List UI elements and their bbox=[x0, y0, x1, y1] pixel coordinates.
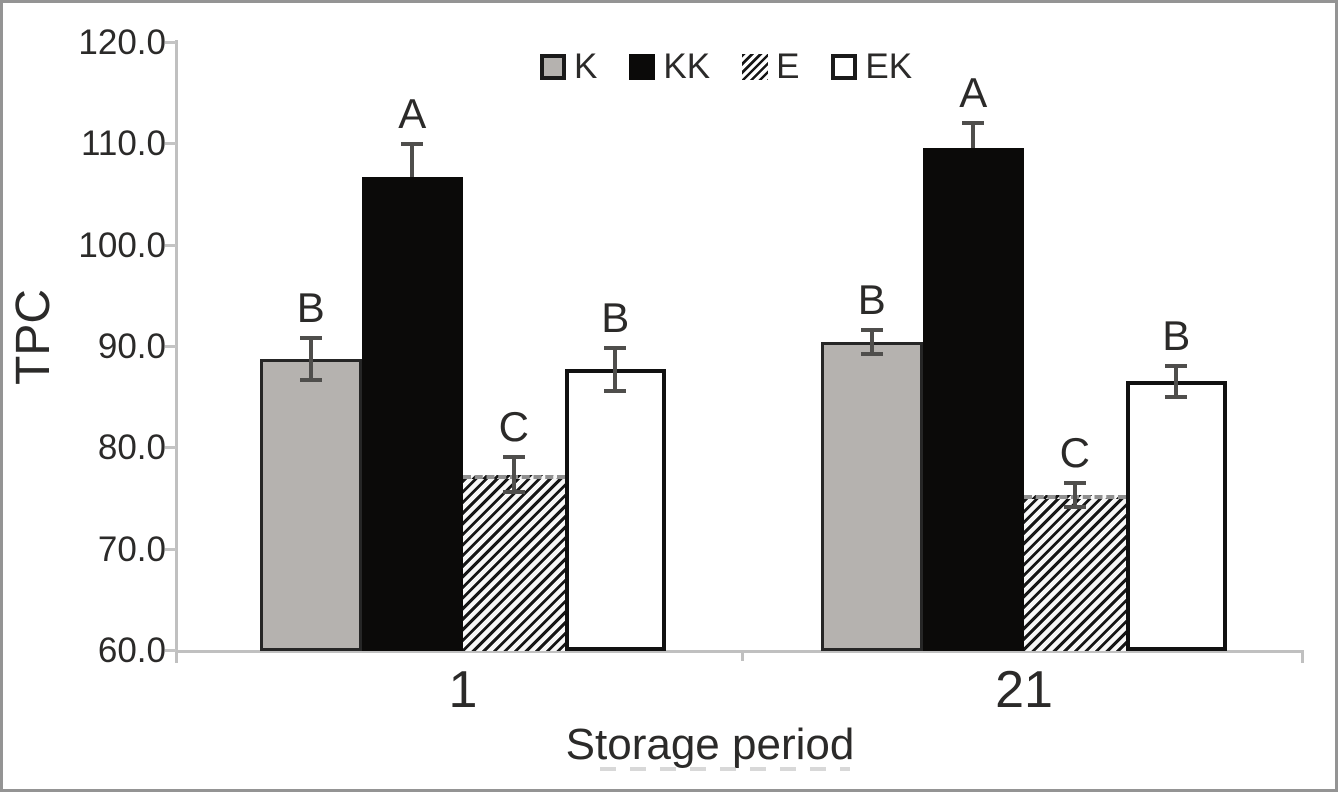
error-bar-cap-top bbox=[860, 327, 883, 332]
error-bar-cap-bottom bbox=[299, 378, 322, 383]
bar-kk-group2 bbox=[922, 148, 1024, 651]
y-axis-title: TPC bbox=[7, 289, 60, 385]
significance-letter: B bbox=[601, 294, 630, 342]
legend: K KK E EK bbox=[540, 47, 913, 86]
error-bar-cap-top bbox=[1063, 480, 1086, 485]
bar-ek-group1 bbox=[564, 369, 666, 651]
bar-k-group1 bbox=[260, 359, 362, 651]
y-tick-mark bbox=[165, 649, 176, 652]
y-tick-mark bbox=[165, 446, 176, 450]
y-tick-label: 60.0 bbox=[97, 631, 166, 670]
x-axis-title: Storage period bbox=[565, 720, 855, 769]
y-tick-mark bbox=[165, 41, 176, 45]
significance-letter: B bbox=[857, 275, 886, 323]
error-bar-line bbox=[410, 144, 415, 177]
error-bar-line bbox=[511, 457, 516, 492]
error-bar-cap-top bbox=[299, 335, 322, 340]
error-bar-cap-top bbox=[401, 142, 424, 147]
scan-artifact bbox=[600, 767, 850, 771]
legend-item-ek: EK bbox=[831, 47, 913, 86]
legend-label-ek: EK bbox=[865, 47, 913, 86]
error-bar-line bbox=[613, 348, 618, 391]
x-category-label: 21 bbox=[995, 661, 1053, 719]
legend-item-e: E bbox=[742, 47, 800, 86]
legend-item-kk: KK bbox=[629, 47, 711, 86]
error-bar-line bbox=[308, 337, 313, 381]
y-tick-label: 80.0 bbox=[97, 428, 166, 468]
legend-item-k: K bbox=[540, 47, 598, 86]
y-axis-line bbox=[175, 40, 178, 663]
legend-swatch-ek bbox=[831, 54, 858, 80]
legend-label-e: E bbox=[776, 47, 800, 86]
error-bar-cap-bottom bbox=[1063, 505, 1086, 510]
error-bar-cap-top bbox=[962, 121, 985, 126]
legend-label-kk: KK bbox=[663, 47, 711, 86]
legend-swatch-k bbox=[540, 54, 566, 80]
legend-swatch-kk bbox=[629, 54, 656, 80]
error-bar-cap-bottom bbox=[860, 352, 883, 357]
significance-letter: B bbox=[296, 283, 325, 331]
error-bar-cap-top bbox=[502, 455, 525, 460]
bar-ek-group2 bbox=[1125, 381, 1227, 651]
y-tick-mark bbox=[165, 243, 176, 247]
bar-k-group2 bbox=[821, 341, 923, 651]
significance-letter: C bbox=[1059, 428, 1090, 476]
y-tick-mark bbox=[165, 345, 176, 348]
bar-e-group1 bbox=[463, 474, 565, 651]
significance-letter: C bbox=[498, 403, 529, 451]
y-tick-label: 90.0 bbox=[97, 327, 166, 366]
x-axis-line bbox=[175, 650, 1304, 653]
error-bar-cap-bottom bbox=[502, 489, 525, 494]
legend-label-k: K bbox=[574, 47, 598, 86]
error-bar-cap-bottom bbox=[1165, 394, 1188, 399]
y-tick-mark bbox=[165, 142, 176, 146]
error-bar-cap-top bbox=[604, 346, 627, 351]
error-bar-line bbox=[971, 123, 976, 149]
error-bar-cap-top bbox=[1165, 364, 1188, 369]
x-axis-end-tick bbox=[1301, 650, 1304, 663]
significance-letter: A bbox=[959, 69, 988, 117]
y-tick-label: 70.0 bbox=[97, 529, 166, 569]
significance-letter: B bbox=[1162, 312, 1191, 360]
y-tick-mark bbox=[165, 547, 176, 551]
error-bar-line bbox=[869, 329, 874, 355]
bar-kk-group1 bbox=[361, 176, 463, 651]
y-tick-label: 120.0 bbox=[78, 23, 166, 63]
legend-swatch-e bbox=[742, 54, 769, 80]
error-bar-cap-bottom bbox=[604, 388, 627, 393]
significance-letter: A bbox=[398, 90, 427, 138]
error-bar-line bbox=[1072, 482, 1077, 508]
y-tick-label: 110.0 bbox=[81, 124, 166, 164]
x-axis-mid-tick bbox=[741, 650, 744, 661]
error-bar-line bbox=[1174, 366, 1179, 397]
y-tick-label: 100.0 bbox=[78, 225, 166, 265]
bar-e-group2 bbox=[1024, 494, 1126, 651]
x-category-label: 1 bbox=[448, 661, 478, 719]
